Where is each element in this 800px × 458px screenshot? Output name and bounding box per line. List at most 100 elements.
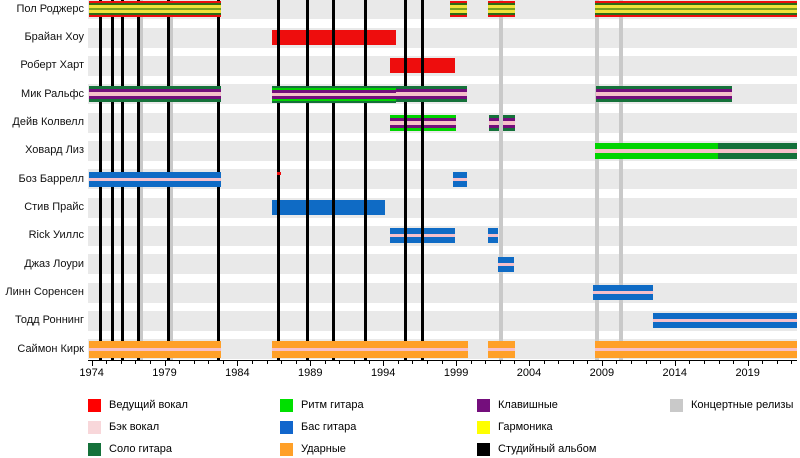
axis-minor-tick — [179, 360, 181, 364]
member-label: Тодд Роннинг — [15, 314, 84, 327]
bar-stripe-harm — [594, 10, 797, 14]
bar-stripe-bass — [88, 171, 221, 178]
row-band — [88, 197, 797, 218]
axis-tick-label: 1999 — [443, 367, 469, 379]
bar-stripe-back — [594, 347, 797, 351]
studio-album-line — [364, 0, 368, 360]
axis-major-tick — [529, 360, 530, 366]
member-label: Брайан Хоу — [24, 31, 84, 44]
bar-stripe-keys — [395, 89, 468, 93]
axis-minor-tick — [281, 360, 283, 364]
member-label: Rick Уиллс — [28, 229, 84, 242]
studio-album-line — [421, 0, 425, 360]
bar-stripe-drums — [88, 350, 221, 358]
axis-major-tick — [164, 360, 166, 366]
bar-stripe-keys — [596, 89, 732, 93]
bar-stripe-keys — [88, 96, 221, 100]
axis-minor-tick — [762, 360, 764, 364]
axis-minor-tick — [251, 360, 253, 364]
bar-stripe-back — [717, 148, 797, 153]
studio-album-line — [276, 0, 280, 360]
bar-stripe-back — [596, 92, 732, 97]
legend-label: Клавишные — [498, 399, 558, 411]
axis-minor-tick — [543, 360, 545, 364]
bar-stripe-pg_dark — [488, 13, 516, 16]
timeline-bar — [276, 171, 282, 175]
axis-minor-tick — [295, 360, 297, 364]
bar-stripe-bass — [453, 171, 468, 178]
bar-stripe-lead — [449, 1, 468, 4]
bar-stripe-solo — [272, 100, 396, 103]
bar-stripe-bass — [497, 256, 514, 263]
axis-major-tick — [91, 360, 93, 366]
bar-stripe-pg_mid — [88, 8, 221, 11]
bar-stripe-lead — [594, 15, 797, 18]
axis-minor-tick — [412, 360, 414, 364]
axis-minor-tick — [499, 360, 501, 364]
bar-stripe-rhythm — [594, 152, 718, 159]
live-release-line — [499, 0, 504, 360]
bar-stripe-back — [395, 92, 468, 97]
legend-swatch — [477, 443, 490, 456]
bar-stripe-bass — [593, 294, 653, 300]
bar-stripe-lead — [88, 15, 221, 18]
bar-stripe-bass — [593, 285, 653, 291]
bar-stripe-harm — [88, 5, 221, 9]
bar-stripe-lead — [449, 15, 468, 18]
bar-stripe-pg_dark — [594, 3, 797, 6]
legend-label: Бас гитара — [301, 421, 357, 433]
timeline-bar — [395, 86, 468, 103]
member-label: Пол Роджерс — [16, 2, 85, 15]
legend-label: Ведущий вокал — [109, 399, 188, 411]
bar-stripe-harm — [488, 5, 516, 9]
axis-major-tick — [747, 360, 749, 366]
axis-minor-tick — [135, 360, 137, 364]
bar-stripe-bass — [88, 180, 221, 187]
axis-minor-tick — [324, 360, 326, 364]
member-label: Саймон Кирк — [17, 342, 84, 355]
legend-label: Ритм гитара — [301, 399, 364, 411]
bar-stripe-lead — [88, 1, 221, 4]
row-band — [88, 27, 797, 48]
member-label: Ховард Лиз — [25, 144, 84, 157]
legend-swatch — [477, 421, 490, 434]
axis-minor-tick — [776, 360, 778, 364]
bar-stripe-keys — [272, 95, 396, 99]
bar-stripe-rhythm — [594, 142, 718, 149]
row-band — [88, 254, 797, 275]
axis-minor-tick — [354, 360, 356, 364]
bar-stripe-pg_dark — [594, 13, 797, 16]
bar-stripe-pg_mid — [488, 8, 516, 11]
legend-swatch — [670, 399, 683, 412]
bar-stripe-solo — [596, 99, 732, 103]
bar-stripe-back — [272, 347, 468, 351]
bar-stripe-back — [272, 92, 396, 96]
bar-stripe-bass — [497, 265, 514, 272]
axis-minor-tick — [733, 360, 735, 364]
bar-stripe-keys — [88, 89, 221, 93]
axis-minor-tick — [397, 360, 399, 364]
bar-stripe-back — [593, 291, 653, 294]
member-label: Стив Прайс — [24, 201, 84, 213]
bar-stripe-rhythm — [272, 87, 396, 90]
studio-album-line — [332, 0, 336, 360]
bar-stripe-bass — [272, 200, 385, 215]
axis-minor-tick — [149, 360, 151, 364]
bar-stripe-harm — [488, 10, 516, 14]
legend-swatch — [280, 421, 293, 434]
axis-minor-tick — [485, 360, 487, 364]
bar-stripe-back — [88, 347, 221, 351]
bar-stripe-harm — [88, 10, 221, 14]
legend-swatch — [280, 399, 293, 412]
bar-stripe-drums — [88, 340, 221, 348]
member-label: Роберт Харт — [20, 59, 84, 72]
bar-stripe-pg_dark — [88, 13, 221, 16]
axis-tick-label: 1989 — [298, 367, 323, 379]
timeline-bar — [88, 171, 221, 187]
axis-tick-label: 1979 — [152, 367, 177, 379]
bar-stripe-keys — [395, 96, 468, 100]
timeline-bar — [596, 86, 732, 103]
axis-minor-tick — [193, 360, 195, 364]
row-band — [88, 282, 797, 303]
